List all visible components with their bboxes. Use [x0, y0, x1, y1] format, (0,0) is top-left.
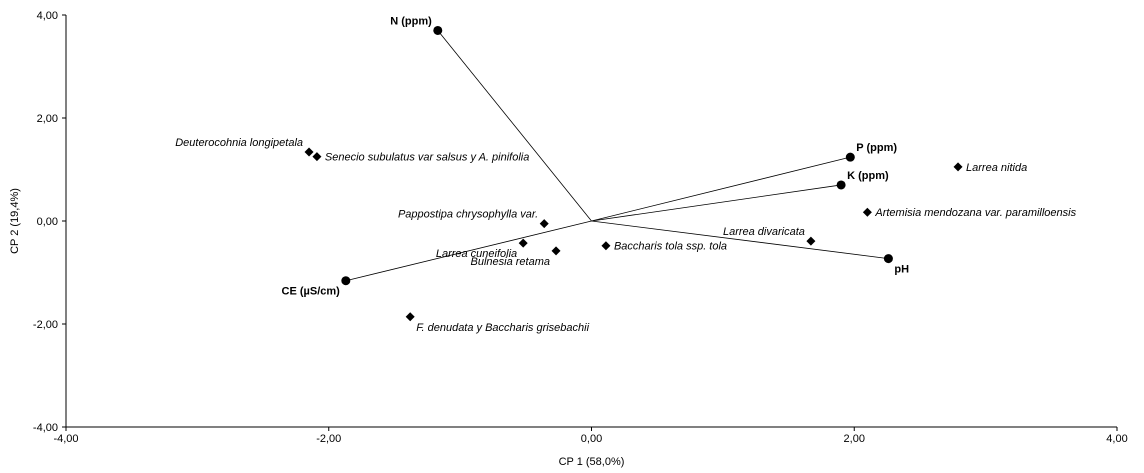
variable-label: K (ppm)	[847, 170, 889, 182]
species-label: Bulnesia retama	[471, 256, 551, 268]
species-label: Deuterocohnia longipetala	[175, 137, 303, 149]
variable-point	[845, 152, 855, 162]
species-point	[601, 241, 611, 251]
variable-vector	[437, 30, 592, 222]
y-tick-label: -4,00	[33, 422, 58, 434]
y-tick-label: 4,00	[37, 10, 58, 22]
variable-vector	[591, 156, 851, 222]
x-tick-label: 0,00	[581, 433, 602, 445]
variable-vector	[345, 220, 592, 282]
variable-vector	[591, 184, 842, 222]
species-label: Larrea divaricata	[723, 226, 805, 238]
species-label: Larrea nitida	[966, 162, 1027, 174]
species-point	[312, 152, 322, 162]
x-axis-title: CP 1 (58,0%)	[559, 456, 625, 468]
point-labels: N (ppm) P (ppm) K (ppm) pH CE (µS/cm) Deutero…	[175, 15, 1076, 333]
species-label: Larrea cuneifolia	[436, 248, 517, 260]
variable-point	[341, 276, 351, 286]
y-axis-title: CP 2 (19,4%)	[9, 188, 21, 254]
species-point	[304, 147, 314, 157]
species-points	[304, 147, 963, 322]
x-tick-label: 4,00	[1106, 433, 1127, 445]
variable-point	[433, 25, 443, 35]
y-tick-label: 2,00	[37, 113, 58, 125]
species-point	[539, 219, 549, 229]
species-point	[862, 207, 872, 217]
variable-label: CE (µS/cm)	[282, 286, 341, 298]
variable-vectors	[341, 25, 893, 286]
species-label: Senecio subulatus var salsus y A. pinifo…	[325, 152, 529, 164]
variable-point	[836, 180, 846, 190]
tick-group: -4,00 -2,00 0,00 2,00 4,00 4,00 2,00 0,00 -2,00 -…	[33, 10, 1128, 445]
x-tick-label: 2,00	[844, 433, 865, 445]
species-point	[518, 238, 528, 248]
y-tick-label: 0,00	[37, 216, 58, 228]
species-point	[551, 246, 561, 256]
species-label: F. denudata y Baccharis grisebachii	[416, 322, 589, 334]
species-label: Baccharis tola ssp. tola	[614, 241, 727, 253]
species-label: Artemisia mendozana var. paramilloensis	[874, 207, 1076, 219]
species-point	[806, 236, 816, 246]
species-point	[405, 312, 415, 322]
species-point	[953, 162, 963, 172]
variable-label: N (ppm)	[390, 15, 432, 27]
species-label: Pappostipa chrysophylla var.	[398, 209, 538, 221]
variable-point	[883, 254, 893, 264]
variable-vector	[591, 220, 889, 259]
y-tick-label: -2,00	[33, 319, 58, 331]
x-tick-label: -4,00	[53, 433, 78, 445]
variable-label: pH	[894, 264, 909, 276]
x-tick-label: -2,00	[316, 433, 341, 445]
variable-label: P (ppm)	[856, 142, 897, 154]
